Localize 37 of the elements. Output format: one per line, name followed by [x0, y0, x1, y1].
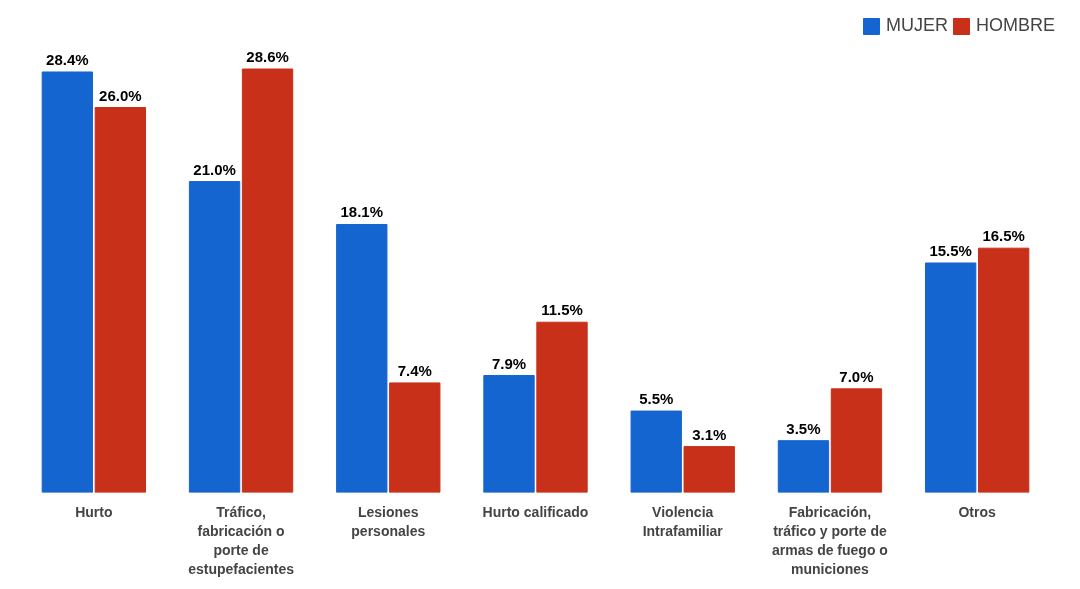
- x-tick-label: Tráfico, fabricación o porte de estupefacientes: [188, 503, 295, 578]
- bar: [536, 321, 588, 493]
- legend-label: HOMBRE: [975, 15, 1055, 36]
- bar: [777, 440, 830, 493]
- x-tick-label: Hurto calificado: [482, 503, 589, 520]
- bar: [389, 382, 441, 493]
- bar: [41, 71, 94, 493]
- x-tick-label: Violencia Intrafamiliar: [642, 503, 724, 539]
- data-label: 3.1%: [692, 425, 727, 443]
- data-label: 28.6%: [246, 48, 289, 66]
- data-label: 21.0%: [193, 160, 236, 178]
- legend-label: MUJER: [885, 15, 948, 36]
- x-tick-label: Otros: [958, 503, 997, 520]
- data-label: 5.5%: [639, 390, 674, 408]
- data-label: 11.5%: [541, 301, 583, 319]
- data-label: 3.5%: [786, 419, 821, 437]
- data-label: 16.5%: [982, 227, 1025, 245]
- bar: [924, 262, 977, 493]
- x-tick-label: Hurto: [75, 503, 113, 520]
- bar: [683, 446, 735, 493]
- bar: [830, 388, 883, 493]
- x-tick-label: Lesiones personales: [351, 503, 426, 539]
- data-label: 18.1%: [340, 203, 384, 221]
- bar: [336, 223, 388, 493]
- bar: [483, 375, 535, 493]
- bar: [241, 68, 294, 493]
- bar: [977, 247, 1030, 493]
- data-label: 28.4%: [46, 50, 89, 68]
- bar: [630, 410, 682, 493]
- data-label: 15.5%: [929, 241, 972, 259]
- bar: [188, 181, 241, 493]
- data-label: 7.9%: [491, 354, 527, 372]
- x-tick-label: Fabricación, tráfico y porte de armas de fuego o municiones: [771, 503, 888, 578]
- data-label: 7.4%: [397, 361, 432, 379]
- data-label: 26.0%: [99, 86, 142, 104]
- bar: [94, 107, 147, 493]
- data-label: 7.0%: [839, 367, 874, 385]
